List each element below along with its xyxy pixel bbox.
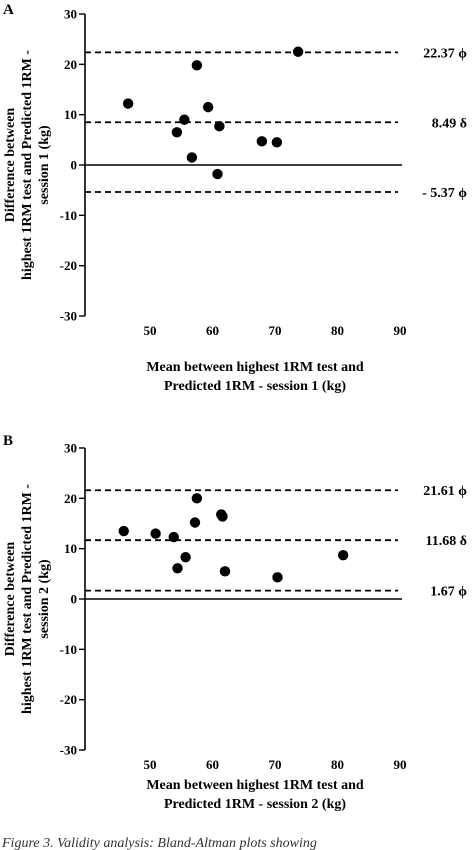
data-point: [271, 137, 283, 148]
data-point: [214, 121, 225, 132]
y-tick-label: 30: [64, 7, 77, 22]
y-tick-label: 10: [64, 107, 77, 122]
data-point: [150, 528, 161, 539]
y-axis-title-line: highest 1RM test and Predicted 1RM -: [20, 484, 35, 714]
y-tick-label: 20: [64, 491, 77, 506]
x-tick-label: 50: [144, 323, 157, 338]
data-point: [189, 517, 201, 528]
data-point: [256, 136, 268, 147]
y-tick-label: -20: [60, 258, 77, 273]
y-tick-label: 0: [71, 592, 78, 607]
y-axis-title-line: session 1 (kg): [37, 125, 52, 205]
x-tick-label: 90: [394, 757, 407, 772]
panel-b: B -30 -20 -10 0 10 20 30 50 60 70 80 90 21.61 ϕ 11.68 …: [3, 433, 467, 812]
data-point: [202, 101, 214, 113]
data-point: [219, 566, 231, 577]
y-tick-label: 10: [64, 541, 77, 556]
y-axis-title-line: Difference between: [3, 542, 18, 657]
y-axis-title-line: Difference between: [3, 108, 18, 223]
y-tick-label: -10: [60, 642, 77, 657]
y-tick-label: -30: [60, 743, 77, 758]
y-axis-title-line: session 2 (kg): [37, 559, 52, 639]
x-axis-title-line: Predicted 1RM - session 1 (kg): [164, 379, 346, 394]
x-tick-label: 80: [331, 757, 344, 772]
x-tick-label: 70: [269, 757, 282, 772]
reference-line-label: 21.61 ϕ: [423, 484, 467, 499]
figure-caption: Figure 3. Validity analysis: Bland-Altma…: [1, 836, 317, 850]
x-axis-title-line: Mean between highest 1RM test and: [146, 778, 364, 793]
x-tick-label: 80: [331, 323, 344, 338]
data-point: [172, 563, 183, 574]
data-point: [180, 552, 191, 563]
y-axis-title-line: highest 1RM test and Predicted 1RM -: [20, 50, 35, 280]
reference-line-label: 1.67 ϕ: [430, 585, 467, 600]
y-tick-label: 0: [71, 158, 78, 173]
y-axis-title: Difference between highest 1RM test and P…: [3, 50, 52, 280]
y-tick-label: -10: [60, 208, 77, 223]
reference-line-label: - 5.37 ϕ: [422, 186, 467, 201]
data-point: [118, 525, 129, 537]
reference-line-label: 8.49 δ: [432, 116, 467, 131]
reference-line-label: 11.68 δ: [426, 534, 468, 549]
panel-a: A -30 -20 -10 0 10 20 30 50 60 70 80 90 22.37 ϕ 8.49 δ…: [3, 2, 467, 394]
y-tick-label: -20: [60, 692, 77, 707]
data-point: [122, 98, 134, 109]
data-point: [272, 572, 283, 583]
reference-line-label: 22.37 ϕ: [423, 46, 467, 61]
y-tick-label: -30: [60, 309, 77, 324]
x-tick-label: 60: [206, 323, 219, 338]
data-point: [217, 511, 228, 522]
panel-letter: B: [3, 433, 13, 449]
panel-letter: A: [3, 2, 14, 18]
data-point: [179, 114, 190, 125]
x-axis-title-line: Mean between highest 1RM test and: [146, 360, 364, 375]
data-point: [337, 550, 349, 561]
data-point: [171, 127, 183, 138]
y-tick-label: 30: [64, 441, 77, 456]
data-point: [191, 60, 203, 71]
x-axis-title-line: Predicted 1RM - session 2 (kg): [164, 797, 346, 812]
y-axis-title: Difference between highest 1RM test and P…: [3, 484, 52, 714]
x-tick-label: 50: [144, 757, 157, 772]
data-point: [292, 46, 304, 57]
data-point: [168, 531, 179, 543]
x-tick-label: 60: [206, 757, 219, 772]
x-tick-label: 70: [269, 323, 282, 338]
x-tick-label: 90: [394, 323, 407, 338]
x-axis-title: Mean between highest 1RM test and Predict…: [146, 778, 364, 812]
data-point: [186, 152, 198, 163]
y-tick-label: 20: [64, 57, 77, 72]
data-point: [212, 168, 223, 180]
data-point: [191, 493, 203, 504]
x-axis-title: Mean between highest 1RM test and Predict…: [146, 360, 364, 394]
